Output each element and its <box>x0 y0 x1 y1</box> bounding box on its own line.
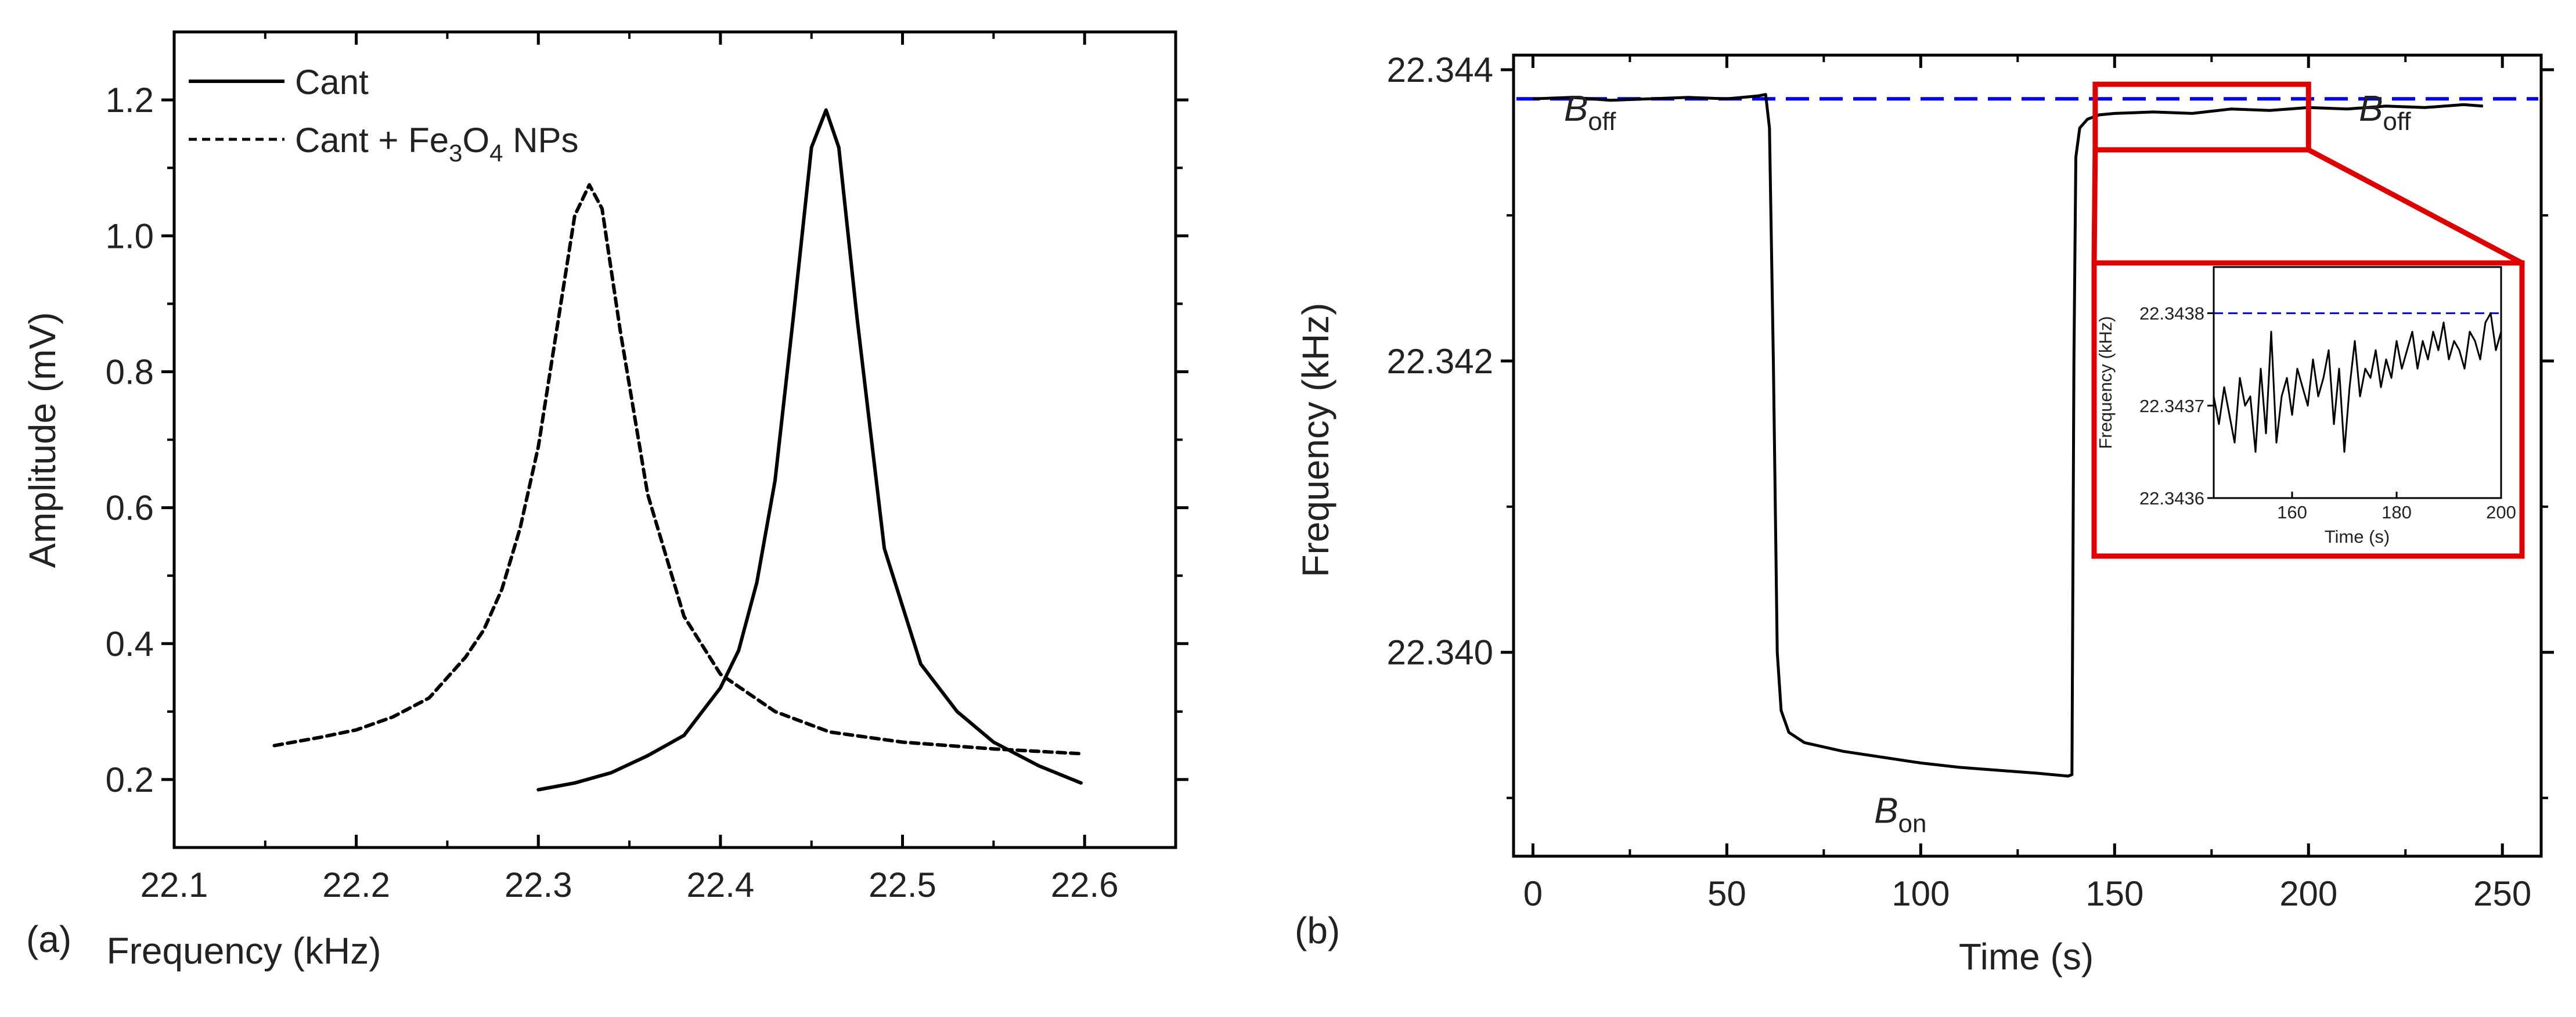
x-tick-label: 22.6 <box>1051 865 1119 904</box>
inset-red-frame <box>2091 260 2525 559</box>
panel-b-y-axis-title: Frequency (kHz) <box>1295 303 1336 578</box>
x-tick-label: 250 <box>2473 874 2531 913</box>
panel-a-x-axis-title: Frequency (kHz) <box>107 930 381 972</box>
x-tick-label: 22.5 <box>869 865 936 904</box>
y-tick-label: 1.0 <box>106 217 154 255</box>
inset-y-axis-title: Frequency (kHz) <box>2095 316 2116 449</box>
panel-b-annotations: Boff Bon Boff <box>1564 89 2412 838</box>
series-line-cant-fe3o4 <box>272 183 1083 756</box>
y-tick-label: 0.2 <box>106 760 154 799</box>
series-line-frequency <box>1533 93 2483 778</box>
panel-a-ticks: 22.1 22.2 22.3 22.4 22.5 22.6 0.2 0.4 0.6 0.8 1.0 1… <box>106 32 1188 904</box>
inset-x-tick-label: 180 <box>2382 502 2412 522</box>
inset-y-tick-label: 22.3438 <box>2139 304 2204 324</box>
panel-a-label: (a) <box>26 918 71 960</box>
inset-y-tick-label: 22.3437 <box>2139 396 2204 416</box>
panel-a-plot-area <box>272 108 1083 792</box>
inset-series-line <box>2213 312 2502 453</box>
panel-a-legend: Cant Cant + Fe3O4 NPs <box>189 63 579 167</box>
inset-plot-area <box>2213 312 2502 453</box>
y-tick-label: 0.4 <box>106 625 154 663</box>
x-tick-label: 22.1 <box>140 865 208 904</box>
y-tick-label: 22.342 <box>1386 342 1493 381</box>
zoom-callout <box>2091 81 2524 265</box>
x-tick-label: 100 <box>1892 874 1950 913</box>
x-tick-label: 200 <box>2279 874 2337 913</box>
x-tick-label: 22.3 <box>505 865 572 904</box>
x-tick-label: 22.2 <box>322 865 390 904</box>
panel-b-plot-area <box>1516 93 2538 778</box>
x-tick-label: 150 <box>2085 874 2143 913</box>
annotation-b-off: Boff <box>2359 89 2411 136</box>
legend-label-cant-fe3o4: Cant + Fe3O4 NPs <box>295 121 579 167</box>
x-tick-label: 50 <box>1707 874 1746 913</box>
panel-b-label: (b) <box>1295 910 1340 951</box>
y-tick-label: 0.6 <box>106 489 154 528</box>
series-line-cant <box>536 108 1083 792</box>
y-tick-label: 1.2 <box>106 81 154 120</box>
zoom-connector-right <box>2307 147 2524 265</box>
annotation-b-on: Bon <box>1874 791 1926 838</box>
panel-b-frame <box>1512 53 2543 858</box>
y-tick-label: 22.344 <box>1386 51 1493 89</box>
y-tick-label: 0.8 <box>106 352 154 391</box>
annotation-b-off: Boff <box>1564 89 1616 136</box>
panel-a: 22.1 22.2 22.3 22.4 22.5 22.6 0.2 0.4 0.6 0.8 1.0 1… <box>21 30 1188 972</box>
zoom-box <box>2092 81 2311 153</box>
inset-x-axis-title: Time (s) <box>2325 526 2390 547</box>
inset-x-tick-label: 200 <box>2486 502 2516 522</box>
inset-x-tick-label: 160 <box>2277 502 2307 522</box>
inset-y-tick-label: 22.3436 <box>2139 488 2204 509</box>
zoom-connector-left <box>2091 150 2098 264</box>
legend-label-cant: Cant <box>295 63 369 102</box>
y-tick-label: 22.340 <box>1386 633 1493 672</box>
x-tick-label: 22.4 <box>687 865 755 904</box>
panel-a-y-axis-title: Amplitude (mV) <box>21 312 63 568</box>
inset-axes-frame <box>2213 266 2502 499</box>
panel-b-x-axis-title: Time (s) <box>1959 936 2094 978</box>
panel-b-ticks: 0 50 100 150 200 250 22.340 22.342 22.344 <box>1386 51 2554 913</box>
x-tick-label: 0 <box>1523 874 1543 913</box>
inset-ticks: 160 180 200 22.3436 22.3437 22.3438 <box>2139 304 2516 522</box>
